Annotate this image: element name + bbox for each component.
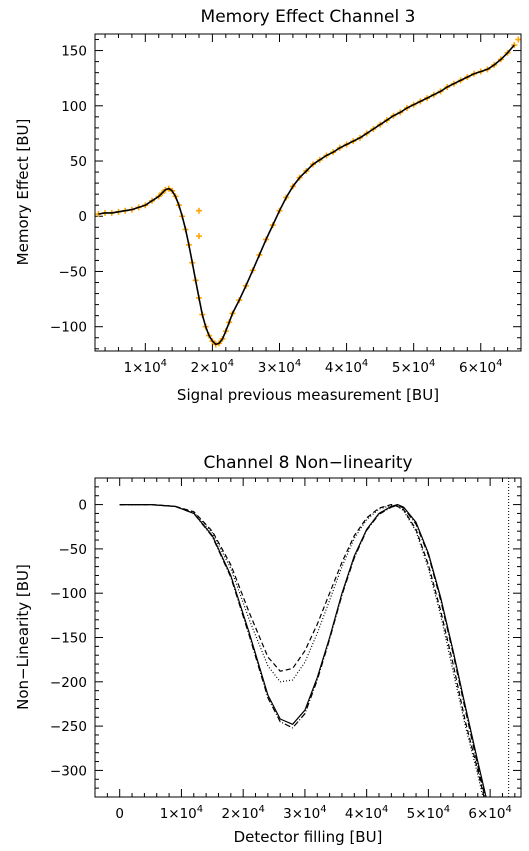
y-tick-label: −50 — [59, 542, 88, 558]
tick-layer: 1×104 2×104 3×104 4×104 5×104 6×104 150 100 50 0 −… — [50, 34, 522, 376]
series-line — [98, 44, 515, 346]
data-point — [195, 233, 202, 240]
x-axis-label: Detector filling [BU] — [234, 828, 383, 846]
y-tick-label: −150 — [50, 631, 87, 647]
y-tick-label: −250 — [50, 719, 87, 735]
x-tick-label: 5×104 — [392, 358, 435, 376]
y-tick-label: 0 — [78, 498, 87, 514]
series-line — [119, 504, 484, 797]
x-tick-label: 4×104 — [325, 358, 368, 376]
y-tick-label: 50 — [70, 154, 87, 170]
memory-effect-chart: Memory Effect Channel 3 Signal previous … — [14, 7, 522, 404]
y-tick-label: 0 — [78, 209, 87, 225]
x-tick-label: 2×104 — [221, 804, 264, 822]
x-axis-label: Signal previous measurement [BU] — [177, 386, 439, 404]
y-tick-label: −50 — [59, 264, 88, 280]
y-axis-label: Memory Effect [BU] — [14, 119, 32, 266]
series-line — [119, 504, 485, 797]
x-tick-label: 5×104 — [407, 804, 450, 822]
x-tick-label: 4×104 — [345, 804, 388, 822]
plot-frame — [94, 477, 522, 798]
series-line — [119, 504, 487, 797]
series-line — [119, 504, 486, 797]
x-tick-label: 3×104 — [258, 358, 301, 376]
series-layer — [95, 36, 521, 348]
tick-layer: 0 1×104 2×104 3×104 4×104 5×104 6×104 0 −50 −100 −… — [50, 477, 521, 822]
x-tick-label: 1×104 — [160, 804, 203, 822]
x-tick-label: 1×104 — [124, 358, 167, 376]
y-tick-label: −200 — [50, 675, 87, 691]
plot-frame — [94, 33, 522, 352]
y-tick-label: −100 — [50, 320, 87, 336]
y-axis-label: Non−Linearity [BU] — [14, 564, 32, 710]
x-tick-label: 2×104 — [191, 358, 234, 376]
x-tick-label: 6×104 — [468, 804, 511, 822]
chart-title: Channel 8 Non−linearity — [203, 453, 412, 473]
chart-title: Memory Effect Channel 3 — [201, 7, 416, 27]
series-layer — [119, 478, 510, 797]
non-linearity-chart: Channel 8 Non−linearity Detector filling… — [14, 453, 522, 846]
data-point — [515, 36, 521, 43]
data-point — [195, 207, 202, 214]
y-tick-label: 100 — [61, 99, 87, 115]
y-tick-label: −300 — [50, 763, 87, 779]
x-tick-label: 0 — [115, 806, 124, 822]
y-tick-label: −100 — [50, 586, 87, 602]
x-tick-label: 3×104 — [283, 804, 326, 822]
y-tick-label: 150 — [61, 44, 87, 60]
x-tick-label: 6×104 — [459, 358, 502, 376]
